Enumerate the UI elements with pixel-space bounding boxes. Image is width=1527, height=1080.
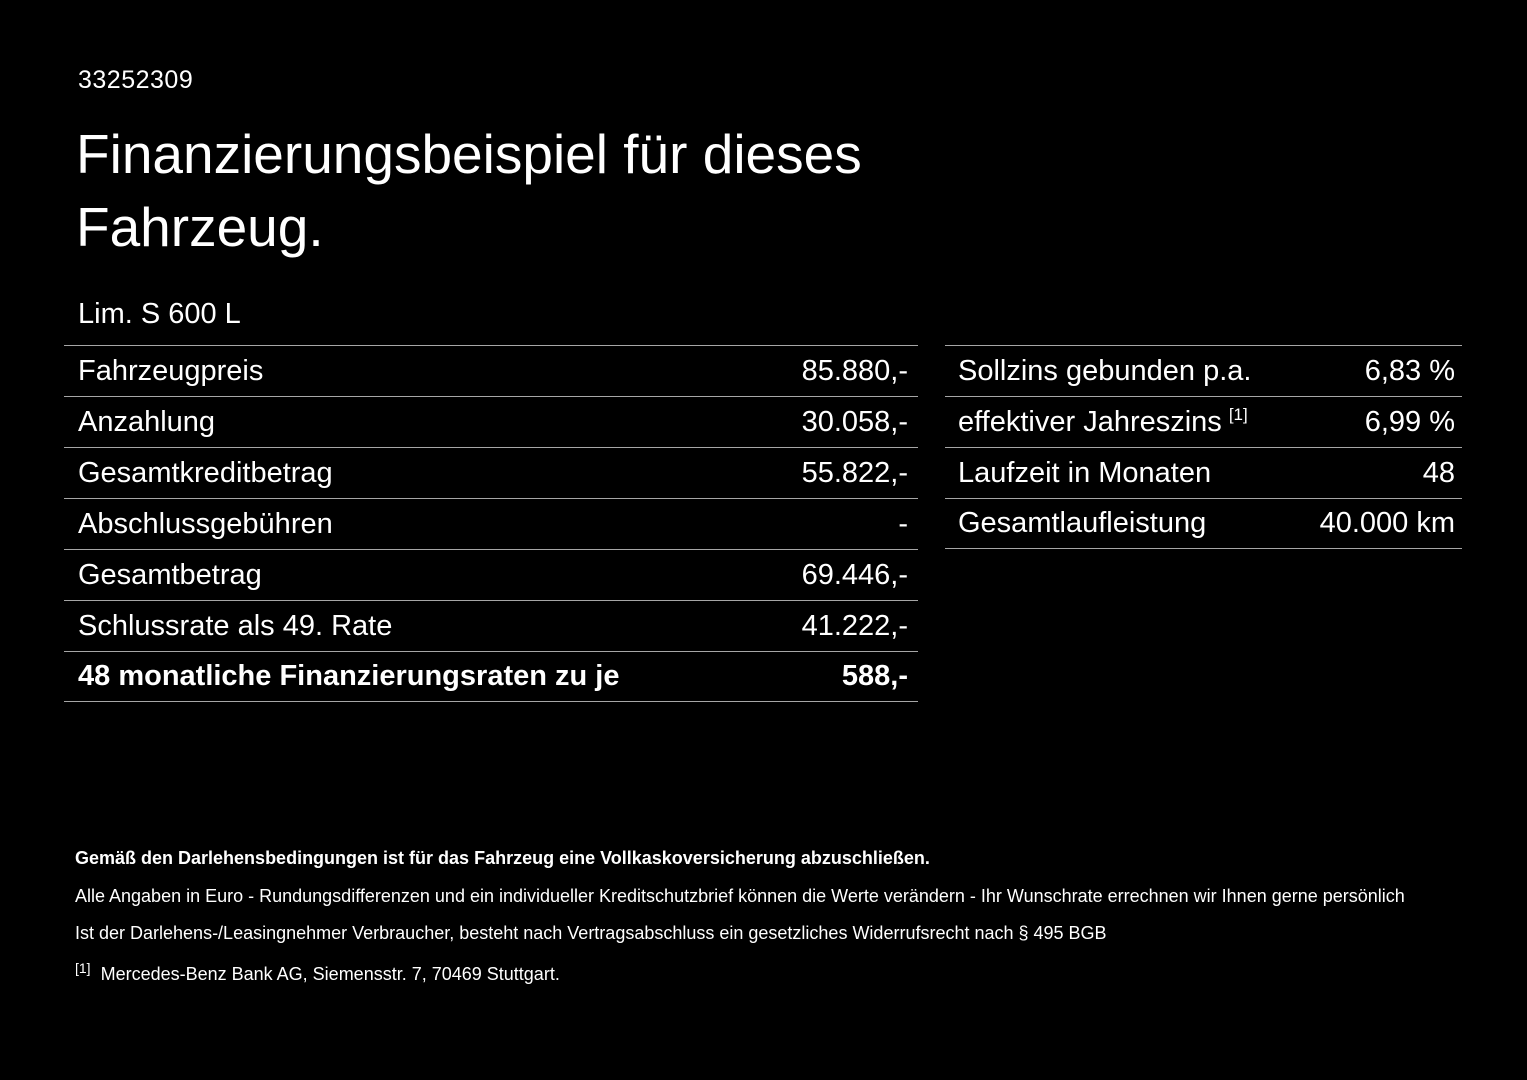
row-value: -	[898, 507, 908, 540]
withdrawal-note: Ist der Darlehens-/Leasingnehmer Verbrau…	[75, 922, 1107, 943]
footnote-marker: [1]	[75, 960, 91, 977]
row-label: effektiver Jahreszins [1]	[958, 406, 1248, 439]
row-value: 6,83 %	[1364, 354, 1455, 387]
row-label: Abschlussgebühren	[78, 507, 333, 540]
row-value: 30.058,-	[801, 405, 908, 438]
row-label: Fahrzeugpreis	[78, 354, 264, 387]
row-value: 6,99 %	[1364, 405, 1455, 438]
row-label: Schlussrate als 49. Rate	[78, 609, 393, 642]
page-title: Finanzierungsbeispiel für dieses Fahrzeu…	[76, 123, 862, 258]
footnote-marker: [1]	[1228, 404, 1248, 424]
financing-amounts-table: Fahrzeugpreis 85.880,- Anzahlung 30.058,…	[64, 345, 918, 702]
bank-reference: [1] Mercedes-Benz Bank AG, Siemensstr. 7,…	[75, 960, 1475, 986]
row-label: 48 monatliche Finanzierungsraten zu je	[78, 660, 620, 692]
table-row: Abschlussgebühren -	[64, 498, 918, 549]
row-label: Gesamtbetrag	[78, 558, 262, 591]
row-value: 40.000 km	[1319, 507, 1455, 539]
table-row: Schlussrate als 49. Rate 41.222,-	[64, 600, 918, 651]
row-value: 55.822,-	[801, 456, 908, 489]
offer-id: 33252309	[78, 66, 194, 94]
row-label: Anzahlung	[78, 405, 216, 438]
row-label: Laufzeit in Monaten	[958, 456, 1212, 489]
row-label-text: effektiver Jahreszins	[958, 405, 1222, 438]
table-row: Laufzeit in Monaten 48	[945, 447, 1462, 498]
table-row: Gesamtkreditbetrag 55.822,-	[64, 447, 918, 498]
row-label: Sollzins gebunden p.a.	[958, 354, 1252, 387]
row-value: 41.222,-	[801, 609, 908, 642]
euro-rounding-note: Alle Angaben in Euro - Rundungsdifferenz…	[75, 886, 1405, 907]
vehicle-model: Lim. S 600 L	[78, 298, 241, 330]
row-value: 85.880,-	[801, 354, 908, 387]
table-row: Gesamtbetrag 69.446,-	[64, 549, 918, 600]
insurance-note: Gemäß den Darlehensbedingungen ist für d…	[75, 848, 930, 868]
table-row: Fahrzeugpreis 85.880,-	[64, 345, 918, 396]
row-value: 69.446,-	[801, 558, 908, 591]
row-value: 588,-	[841, 660, 908, 692]
table-row: Sollzins gebunden p.a. 6,83 %	[945, 345, 1462, 396]
financing-conditions-table: Sollzins gebunden p.a. 6,83 % effektiver…	[945, 345, 1462, 549]
table-row: effektiver Jahreszins [1] 6,99 %	[945, 396, 1462, 447]
table-row: Gesamtlaufleistung 40.000 km	[945, 498, 1462, 549]
row-label: Gesamtlaufleistung	[958, 507, 1207, 539]
table-row-monthly-rate: 48 monatliche Finanzierungsraten zu je 5…	[64, 651, 918, 702]
table-row: Anzahlung 30.058,-	[64, 396, 918, 447]
bank-reference-text: Mercedes-Benz Bank AG, Siemensstr. 7, 70…	[100, 964, 560, 985]
legal-footnotes: Gemäß den Darlehensbedingungen ist für d…	[75, 847, 1475, 1000]
row-value: 48	[1422, 456, 1455, 489]
row-label: Gesamtkreditbetrag	[78, 456, 333, 489]
